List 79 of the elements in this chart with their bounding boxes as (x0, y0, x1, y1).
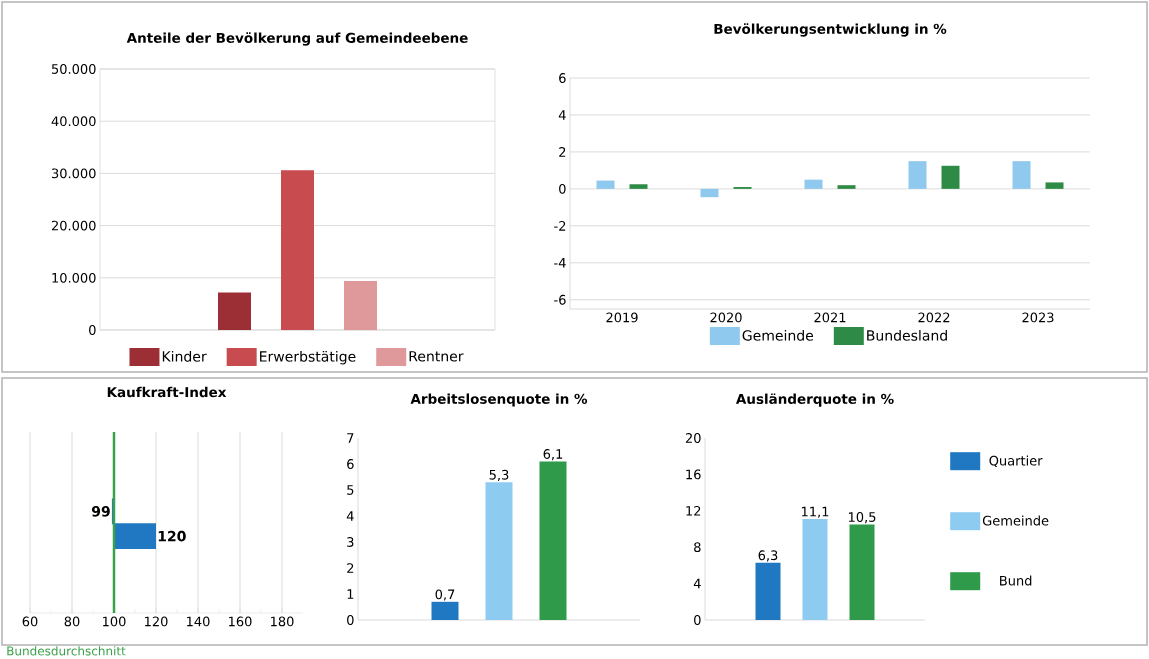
bar (837, 185, 856, 189)
legend-label: Erwerbstätige (260, 350, 356, 365)
y-tick-label: 10.000 (52, 272, 96, 283)
y-tick-label: 8 (694, 542, 701, 553)
data-label: 120 (158, 530, 186, 542)
chart-title: Kaufkraft-Index (107, 386, 227, 398)
legend-label: Bund (1000, 575, 1032, 586)
y-tick-label: 1 (347, 589, 354, 599)
bar (755, 562, 781, 620)
y-tick-label: 6 (559, 73, 566, 83)
bar (802, 518, 828, 620)
data-label: 6,1 (543, 449, 563, 461)
y-tick-label: 4 (693, 578, 701, 589)
y-tick-label: 7 (347, 433, 354, 443)
y-tick-label: 40.000 (51, 116, 96, 127)
x-tick-label: 100 (103, 616, 126, 627)
y-tick-label: 2 (559, 147, 566, 157)
y-tick-label: 4 (346, 511, 354, 521)
y-tick-label: -6 (554, 294, 566, 305)
bar (849, 524, 875, 620)
bar (1045, 182, 1064, 189)
bar (1012, 161, 1031, 189)
bar (218, 292, 251, 330)
y-tick-label: 3 (347, 537, 354, 547)
y-tick-label: 20 (685, 433, 701, 443)
y-tick-label: 4 (558, 110, 566, 120)
data-label: 99 (91, 506, 110, 517)
chart-title: Ausländerquote in % (735, 393, 894, 407)
y-tick-label: 30.000 (51, 168, 96, 179)
y-tick-label: 2 (347, 563, 354, 573)
bar (941, 165, 960, 189)
bar (485, 482, 513, 620)
y-tick-label: 5 (347, 485, 354, 495)
x-tick-label: 80 (64, 616, 80, 627)
x-tick-label: 2020 (710, 312, 742, 323)
y-tick-label: -2 (554, 221, 566, 231)
legend-label: Bundesland (867, 329, 947, 341)
ref-line-label: Bundesdurchschnitt (7, 646, 126, 656)
chart-title: Arbeitslosenquote in % (410, 393, 588, 407)
data-label: 10,5 (848, 512, 876, 524)
y-tick-label: 6 (347, 459, 354, 469)
y-tick-label: 50.000 (51, 64, 96, 74)
legend-label: Gemeinde (982, 515, 1049, 526)
bar (281, 170, 314, 330)
bar (804, 179, 823, 189)
data-label: 0,7 (435, 589, 455, 601)
bar (629, 184, 648, 189)
legend-label: Rentner (409, 351, 464, 362)
x-tick-label: 2019 (606, 312, 638, 323)
chart-title: Anteile der Bevölkerung auf Gemeindeebene (126, 32, 468, 46)
x-tick-label: 2023 (1022, 312, 1054, 323)
x-tick-label: 2022 (918, 312, 950, 323)
x-tick-label: 2021 (814, 312, 846, 323)
y-tick-label: 0 (559, 183, 566, 194)
x-tick-label: 180 (271, 616, 294, 627)
chart-title: Bevölkerungsentwicklung in % (714, 23, 947, 37)
bar (539, 461, 567, 620)
y-tick-label: 0 (694, 615, 701, 625)
data-label: 6,3 (758, 550, 778, 562)
bar (431, 601, 459, 620)
y-tick-label: 0 (89, 325, 96, 335)
y-tick-label: 20.000 (51, 220, 96, 231)
data-label: 11,1 (801, 506, 829, 518)
y-tick-label: -4 (554, 258, 566, 268)
bar (596, 180, 615, 189)
legend-label: Quartier (989, 455, 1043, 468)
bar (700, 188, 719, 198)
x-tick-label: 160 (229, 616, 252, 627)
bar (344, 280, 378, 330)
legend-label: Gemeinde (742, 329, 814, 341)
bar (908, 161, 927, 189)
y-tick-label: 12 (686, 505, 701, 516)
x-tick-label: 140 (187, 616, 210, 627)
y-tick-label: 16 (686, 469, 701, 480)
y-tick-label: 0 (347, 615, 354, 625)
data-label: 5,3 (489, 469, 509, 481)
x-tick-label: 60 (22, 616, 38, 627)
legend-label: Kinder (162, 350, 207, 362)
x-tick-label: 120 (145, 616, 168, 627)
